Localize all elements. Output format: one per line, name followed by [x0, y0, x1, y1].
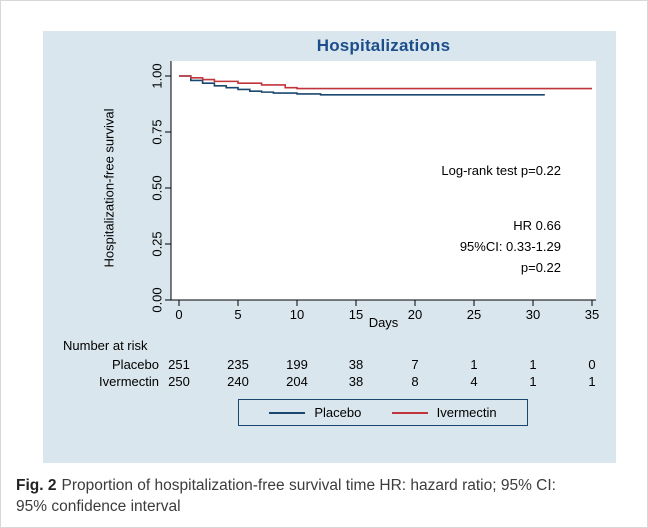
- risk-value: 250: [168, 374, 190, 389]
- km-plot-canvas: 0.00 0.25 0.50 0.75 1.00 0 5 10 15 20 25 30 35: [150, 61, 599, 322]
- risk-value: 1: [529, 357, 537, 372]
- risk-value: 38: [348, 357, 364, 372]
- risk-value: 8: [411, 374, 419, 389]
- x-tick-label: 15: [349, 307, 363, 322]
- risk-value: 1: [588, 374, 596, 389]
- risk-row-label: Placebo: [112, 357, 159, 372]
- risk-value: 7: [411, 357, 419, 372]
- x-tick-label: 0: [175, 307, 182, 322]
- km-curve-placebo: [179, 75, 545, 96]
- risk-value: 0: [588, 357, 596, 372]
- number-at-risk-header: Number at risk: [63, 338, 148, 353]
- legend-item-placebo: Placebo: [269, 405, 361, 420]
- legend: Placebo Ivermectin: [238, 399, 528, 426]
- legend-label: Ivermectin: [436, 405, 497, 420]
- legend-line: [391, 411, 428, 414]
- figure-caption: Fig. 2 Proportion of hospitalization-free…: [16, 475, 582, 517]
- legend-label: Placebo: [314, 405, 362, 420]
- chart-title: Hospitalizations: [316, 36, 451, 55]
- p-value: p=0.22: [520, 260, 561, 275]
- y-tick-label: 0.25: [150, 231, 165, 256]
- y-tick-label: 1.00: [150, 63, 165, 88]
- risk-value: 235: [227, 357, 249, 372]
- y-tick-label: 0.00: [150, 287, 165, 312]
- risk-value: 1: [529, 374, 537, 389]
- risk-row-placebo: Placebo 251 235 199 38 7 1 1 0: [43, 357, 616, 373]
- plot-area: [171, 61, 596, 300]
- risk-value: 204: [286, 374, 308, 389]
- risk-value: 251: [168, 357, 190, 372]
- x-tick-label: 5: [234, 307, 241, 322]
- hr-value: HR 0.66: [513, 218, 561, 233]
- risk-value: 240: [227, 374, 249, 389]
- x-tick-label: 30: [526, 307, 540, 322]
- risk-value: 38: [348, 374, 364, 389]
- legend-line: [269, 411, 306, 414]
- x-tick-label: 20: [408, 307, 422, 322]
- y-axis-label: Hospitalization-free survival: [101, 108, 117, 268]
- km-curve-ivermectin: [179, 75, 592, 90]
- y-tick-label: 0.75: [150, 119, 165, 144]
- legend-items: Placebo Ivermectin: [239, 405, 527, 420]
- risk-value: 4: [470, 374, 478, 389]
- logrank-annotation: Log-rank test p=0.22: [441, 163, 561, 178]
- x-tick-label: 35: [585, 307, 599, 322]
- hazard-ratio-annotation: HR 0.66 95%CI: 0.33-1.29 p=0.22: [460, 215, 561, 278]
- x-tick-label: 25: [467, 307, 481, 322]
- risk-row-ivermectin: Ivermectin 250 240 204 38 8 4 1 1: [43, 374, 616, 390]
- risk-row-label: Ivermectin: [99, 374, 159, 389]
- risk-value: 1: [470, 357, 478, 372]
- y-tick-label: 0.50: [150, 175, 165, 200]
- x-axis-label: Days: [368, 315, 399, 330]
- legend-item-ivermectin: Ivermectin: [391, 405, 497, 420]
- risk-value: 199: [286, 357, 308, 372]
- figure-caption-text: Proportion of hospitalization-free survi…: [16, 477, 556, 515]
- x-tick-label: 10: [290, 307, 304, 322]
- ci-value: 95%CI: 0.33-1.29: [459, 239, 561, 254]
- survival-chart: 0.00 0.25 0.50 0.75 1.00 0 5 10 15 20 25 30 35 Hospi…: [43, 31, 616, 463]
- figure-caption-label: Fig. 2: [16, 477, 57, 494]
